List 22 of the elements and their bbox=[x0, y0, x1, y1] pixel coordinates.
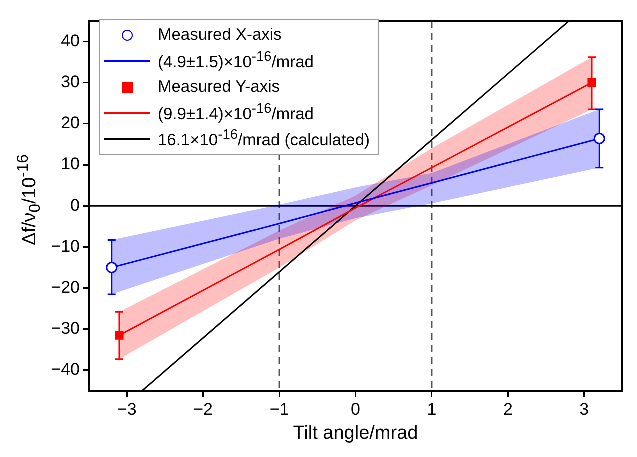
legend-label: Measured Y-axis bbox=[158, 78, 280, 96]
legend-label: (9.9±1.4)×10$^{-16}$/mrad bbox=[158, 101, 314, 125]
y-tick-label: −40 bbox=[51, 360, 80, 380]
legend-label: (4.9±1.5)×10$^{-16}$/mrad bbox=[158, 49, 314, 73]
y-tick-label: −10 bbox=[51, 236, 80, 256]
x-axis-title: Tilt angle/mrad bbox=[293, 422, 418, 444]
x-tick-label: −1 bbox=[270, 400, 290, 419]
y-tick-label: 20 bbox=[61, 114, 80, 133]
x-tick-label: −2 bbox=[194, 400, 214, 419]
x-tick-label: −3 bbox=[117, 400, 137, 419]
legend-label: Measured X-axis bbox=[158, 26, 282, 44]
y-tick-label: −30 bbox=[51, 319, 80, 338]
y-tick-label: 0 bbox=[70, 196, 80, 215]
legend-label: 16.1×10$^{-16}$/mrad (calculated) bbox=[158, 127, 370, 151]
y-tick-label: 30 bbox=[61, 72, 80, 92]
x-tick-label: 0 bbox=[351, 400, 360, 419]
y-tick-label: −20 bbox=[51, 278, 80, 297]
x-tick-label: 3 bbox=[580, 400, 590, 419]
x-tick-label: 1 bbox=[427, 400, 437, 419]
y-tick-label: 40 bbox=[61, 31, 80, 50]
x-tick-label: 2 bbox=[503, 400, 513, 419]
y-tick-label: 10 bbox=[61, 154, 80, 174]
